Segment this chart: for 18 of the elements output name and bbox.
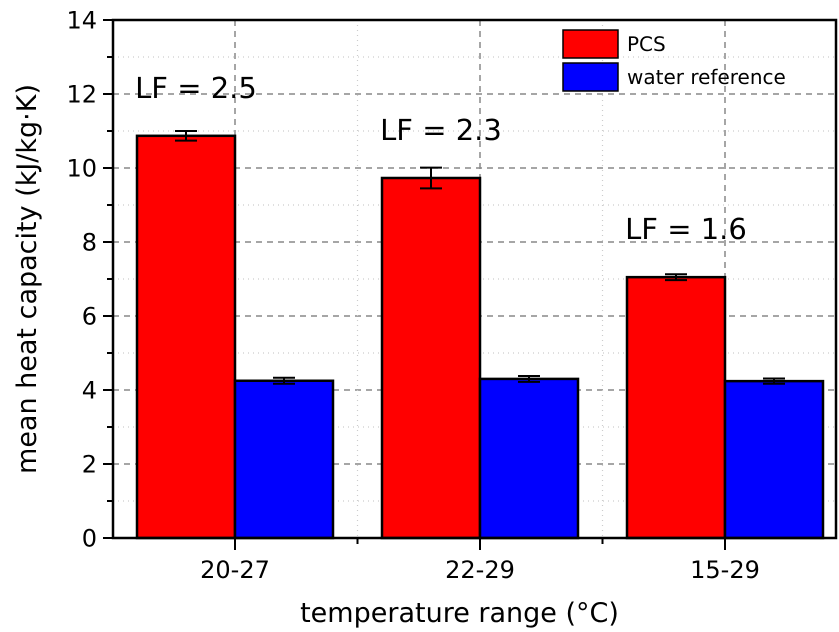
annotation: LF = 2.3 xyxy=(380,112,502,147)
y-tick-label: 6 xyxy=(82,302,97,330)
x-axis-title: temperature range (°C) xyxy=(300,598,619,629)
y-tick-label: 4 xyxy=(82,376,97,404)
y-tick-label: 14 xyxy=(66,6,97,34)
y-tick-label: 2 xyxy=(82,450,97,478)
annotation: LF = 1.6 xyxy=(625,212,747,246)
x-tick-label: 22-29 xyxy=(445,556,515,584)
y-tick-label: 10 xyxy=(66,154,97,182)
legend-label: PCS xyxy=(627,32,666,56)
x-tick-label: 20-27 xyxy=(200,556,270,584)
legend-label: water reference xyxy=(627,65,786,89)
x-tick-label: 15-29 xyxy=(690,556,760,584)
annotation: LF = 2.5 xyxy=(135,70,257,105)
y-tick-label: 0 xyxy=(82,524,97,552)
y-tick-label: 8 xyxy=(82,228,97,256)
y-tick-label: 12 xyxy=(66,80,97,108)
y-axis-title: mean heat capacity (kJ/kg·K) xyxy=(12,84,43,474)
